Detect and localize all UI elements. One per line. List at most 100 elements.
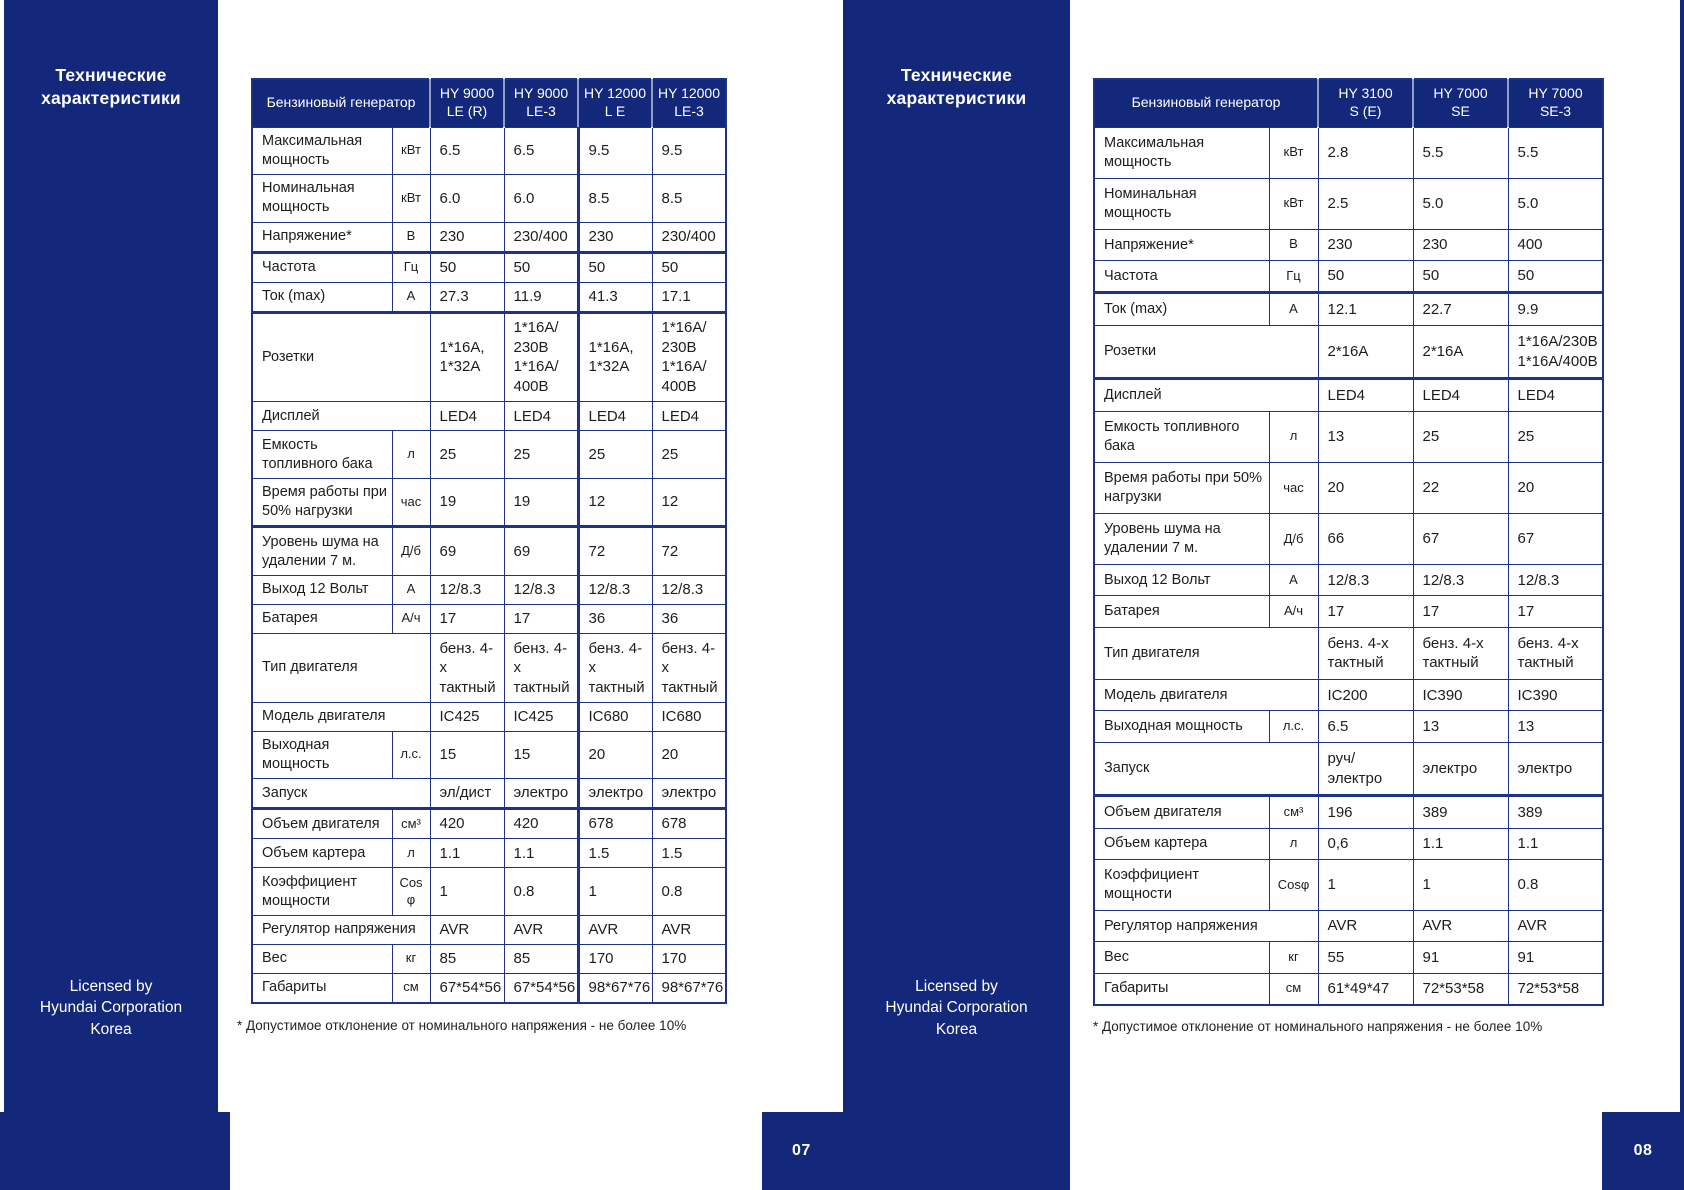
spec-value: 1.1 [429,838,505,869]
spec-value: 6.0 [429,174,505,223]
spec-value: 36 [576,603,653,634]
spec-table-page-07: Бензиновый генератор HY 9000 LE (R) HY 900… [251,78,727,1004]
table-row: Дисплей LED4 LED4 LED4 LED4 [251,401,727,432]
table-row: Частота Гц 50 50 50 [1093,260,1604,295]
spec-unit: см³ [391,808,431,840]
spec-value: 27.3 [429,281,505,314]
spec-unit: А [1268,292,1319,326]
spec-value: электро [503,778,579,811]
table-row: Максимальная мощность кВт 6.5 6.5 9.5 9.5 [251,126,727,176]
spec-value: 13 [1412,710,1509,743]
spec-value: LED4 [1507,378,1604,412]
spec-value: 50 [1412,260,1509,295]
spec-value: 12/8.3 [1507,564,1604,597]
spec-value: 6.5 [1317,710,1414,743]
sidebar-page-07: Технические характеристики Licensed by H… [4,0,218,1112]
spec-value: AVR [1317,910,1414,943]
spec-label: Дисплей [1093,378,1319,412]
spec-label: Дисплей [251,401,431,432]
spec-value: LED4 [1317,378,1414,412]
spec-value: 72 [576,526,653,576]
table-row: Розетки 2*16A 2*16A 1*16А/230В 1*16А/400В [1093,324,1604,381]
page-number: 08 [1633,1142,1653,1159]
spec-value: 2*16A [1317,324,1414,381]
spec-value: 1.1 [503,838,579,869]
spec-value: 25 [429,430,505,479]
spec-value: бенз. 4-х тактный [1317,626,1414,681]
spec-value: 50 [576,251,653,283]
spec-label: Регулятор напряжения [1093,910,1319,943]
spec-value: 67*54*56 [429,972,505,1004]
table-row: Объем двигателя см³ 196 389 389 [1093,795,1604,829]
spec-label: Габариты [1093,972,1270,1006]
spec-unit: В [1268,228,1319,262]
spec-value: бенз. 4-х тактный [503,632,579,703]
spec-unit: В [391,221,431,254]
spec-value: 5.5 [1507,126,1604,179]
spec-value: 61*49*47 [1317,972,1414,1006]
spec-unit: Cosφ [1268,858,1319,912]
table-row: Объем картера л 0,6 1.1 1.1 [1093,827,1604,860]
spec-value: 22 [1412,461,1509,515]
spec-value: 12.1 [1317,292,1414,326]
spec-value: 9.9 [1507,292,1604,326]
spec-value: 5.0 [1412,177,1509,230]
spec-value: AVR [576,914,653,945]
spec-value: 72*53*58 [1412,972,1509,1006]
spec-label: Габариты [251,972,393,1004]
spec-value: 230/400 [651,221,727,254]
spec-value: 12/8.3 [503,574,579,605]
spec-label: Тип двигателя [1093,626,1319,681]
spec-label: Максимальная мощность [251,126,393,176]
spec-label: Регулятор напряжения [251,914,431,945]
table-row: Частота Гц 50 50 50 50 [251,251,727,283]
spec-label: Объем двигателя [251,808,393,840]
spec-value: 6.0 [503,174,579,223]
spec-value: 50 [1317,260,1414,295]
spec-value: 1 [1317,858,1414,912]
spec-label: Батарея [1093,595,1270,628]
spec-value: IC200 [1317,679,1414,712]
spec-value: 400 [1507,228,1604,262]
table-row: Габариты см 67*54*56 67*54*56 98*67*76 98*67*… [251,972,727,1004]
spec-value: 1.5 [651,838,727,869]
spec-value: бенз. 4-х тактный [429,632,505,703]
spec-label: Частота [1093,260,1270,295]
table-row: Модель двигателя IC425 IC425 IC680 IC680 [251,701,727,732]
spec-label: Объем двигателя [1093,795,1270,829]
spec-unit: час [391,477,431,529]
spec-value: 8.5 [651,174,727,223]
sidebar-page-08: Технические характеристики Licensed by H… [843,0,1070,1112]
page-number: 07 [792,1142,811,1159]
spec-value: 230 [576,221,653,254]
spec-value: IC680 [576,701,653,732]
spec-label: Модель двигателя [1093,679,1319,712]
table-row: Регулятор напряжения AVR AVR AVR [1093,910,1604,943]
table-row: Время работы при 50% нагрузки час 19 19 12 12 [251,477,727,529]
spec-value: 12/8.3 [1412,564,1509,597]
table-header-product: Бензиновый генератор [252,79,430,127]
table-header-model: HY 7000 SE [1412,79,1508,127]
spec-value: IC390 [1507,679,1604,712]
spec-value: 85 [503,943,579,974]
table-row: Номинальная мощность кВт 2.5 5.0 5.0 [1093,177,1604,230]
spec-unit: час [1268,461,1319,515]
spec-value: 67*54*56 [503,972,579,1004]
table-row: Запуск руч/электро электро электро [1093,741,1604,798]
spec-value: 50 [651,251,727,283]
spec-unit: кВт [391,126,431,176]
spec-value: 5.0 [1507,177,1604,230]
spec-value: 20 [1507,461,1604,515]
spec-label: Розетки [1093,324,1319,381]
footnote: * Допустимое отклонение от номинального … [1093,1019,1543,1034]
table-row: Выходная мощность л.с. 15 15 20 20 [251,730,727,780]
licensed-by-text: Licensed by Hyundai Corporation Korea [885,978,1028,1038]
spec-value: 6.5 [503,126,579,176]
spec-value: 25 [576,430,653,479]
spec-value: IC680 [651,701,727,732]
spec-label: Вес [251,943,393,974]
spec-value: бенз. 4-х тактный [651,632,727,703]
page-title: Технические характеристики [41,65,181,109]
spec-unit: кг [391,943,431,974]
